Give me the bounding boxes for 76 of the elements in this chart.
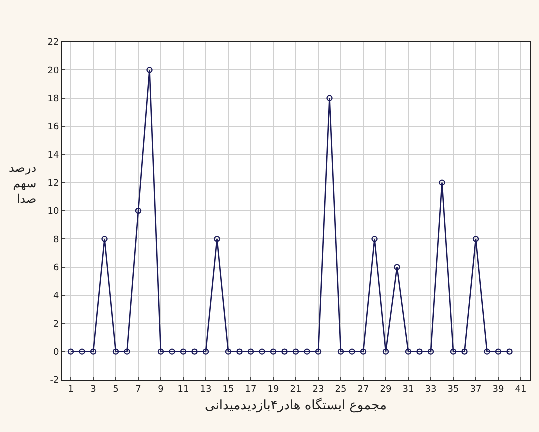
y-tick-label: 14 (48, 150, 60, 161)
point (68, 348, 74, 355)
x-tick-label: 13 (200, 384, 212, 395)
x-tick-label: 23 (312, 384, 324, 395)
point (495, 348, 502, 355)
y-tick-label: 8 (53, 235, 60, 246)
point (428, 348, 434, 355)
x-tick-label: 29 (380, 384, 392, 395)
y-tick-label: 18 (48, 94, 60, 104)
y-tick-label: 10 (48, 207, 60, 218)
point (90, 348, 97, 355)
point (112, 348, 120, 355)
point (282, 348, 288, 355)
x-tick-label: 31 (402, 384, 414, 395)
y-tick-label: 4 (53, 292, 60, 302)
point (292, 348, 300, 355)
point (79, 348, 86, 355)
point (349, 348, 356, 355)
y-tick-label: 16 (48, 122, 60, 133)
point (270, 348, 277, 355)
y-axis-title: درصد سهم صدا (9, 161, 37, 206)
point (304, 348, 310, 355)
x-axis-title: مجموع ایستگاه هادر۴بازدیدمیدانی (204, 397, 388, 414)
x-tick-label: 33 (425, 384, 437, 395)
x-tick-label: 9 (158, 384, 164, 395)
x-tick-label: 11 (178, 384, 190, 395)
x-tick-label: 5 (113, 384, 119, 395)
x-tick-label: 17 (245, 384, 257, 395)
x-tick-label: 35 (448, 384, 460, 395)
x-tick-label: 39 (492, 384, 504, 395)
x-tick-label: 27 (358, 384, 370, 395)
point (102, 236, 108, 242)
x-tick-label: 3 (90, 384, 96, 395)
x-tick-label: 37 (470, 384, 482, 395)
point (135, 208, 142, 214)
point (472, 236, 480, 242)
y-tick-label: 6 (53, 263, 60, 274)
point (439, 180, 446, 186)
point (259, 348, 266, 355)
point (382, 348, 390, 355)
x-tick-label: 21 (290, 384, 302, 395)
point (315, 348, 322, 355)
point (192, 348, 198, 355)
x-tick-label: 41 (515, 384, 527, 395)
point (236, 348, 243, 355)
point (225, 348, 232, 355)
y-tick-label: 0 (53, 348, 60, 358)
point (360, 348, 367, 355)
point (394, 264, 400, 270)
x-tick-label: 15 (222, 384, 234, 395)
point (124, 348, 130, 355)
y-tick-label: 12 (48, 178, 60, 189)
point (146, 67, 153, 74)
x-tick-label: 1 (68, 384, 74, 395)
x-tick-label: 19 (268, 384, 280, 395)
y-tick-label: -2 (50, 376, 60, 386)
point (158, 348, 164, 355)
point (372, 236, 378, 242)
x-tick-label: 25 (335, 384, 347, 395)
point (214, 236, 220, 242)
point (202, 348, 210, 355)
point (462, 348, 468, 355)
point (506, 348, 513, 355)
point (248, 348, 254, 355)
point (169, 348, 176, 355)
y-tick-label: 2 (53, 320, 60, 330)
point (326, 95, 333, 102)
point (338, 348, 344, 355)
point (405, 348, 412, 355)
point (484, 348, 490, 355)
point (416, 348, 423, 355)
y-tick-label: 22 (48, 38, 60, 48)
point (180, 348, 187, 355)
point (450, 348, 457, 355)
x-tick-label: 7 (136, 384, 142, 395)
y-tick-label: 20 (48, 66, 60, 76)
